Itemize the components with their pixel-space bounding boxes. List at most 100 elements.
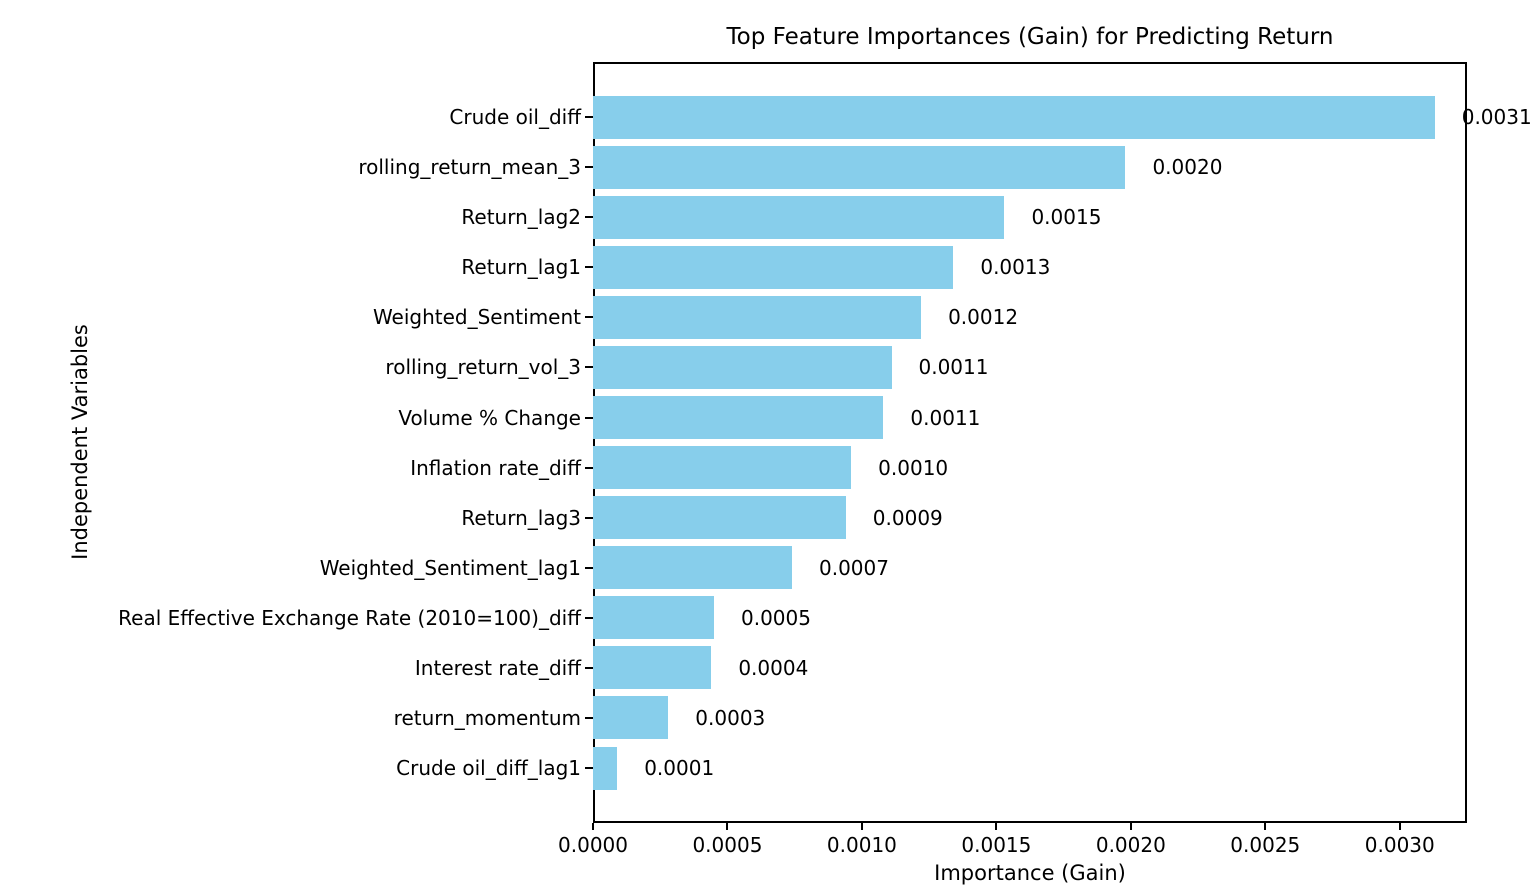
bar-row: 0.0013 [593, 242, 1467, 292]
bar [593, 596, 714, 640]
bar-value-label: 0.0007 [819, 555, 889, 580]
x-tick: 0.0030 [1365, 823, 1435, 855]
y-tick-mark [585, 316, 593, 319]
y-tick-mark [585, 716, 593, 719]
y-tick-row: Volume % Change [0, 392, 593, 442]
y-tick-row: Crude oil_diff [0, 92, 593, 142]
x-tick-area: 0.0000 0.0005 0.0010 0.0015 0.0020 0.0025 0.00… [0, 823, 1539, 863]
x-tick-label: 0.0030 [1364, 833, 1435, 857]
bar [593, 396, 884, 439]
bar-value-label: 0.0012 [948, 305, 1019, 330]
bar-row: 0.0005 [593, 593, 1467, 643]
bar-row: 0.0020 [593, 142, 1467, 192]
y-tick-row: Return_lag2 [0, 192, 593, 242]
x-tick: 0.0020 [1096, 823, 1166, 855]
x-tick-mark [1264, 823, 1267, 830]
y-tick-label: Inflation rate_diff [410, 455, 581, 480]
y-tick-label: Weighted_Sentiment_lag1 [319, 555, 581, 580]
y-tick-mark [585, 116, 593, 119]
y-tick-label: Crude oil_diff [449, 105, 581, 130]
y-tick-label: Crude oil_diff_lag1 [396, 756, 581, 781]
y-tick-mark [585, 216, 593, 219]
y-tick-label: rolling_return_vol_3 [385, 355, 581, 380]
y-tick-label: Return_lag3 [461, 505, 581, 530]
y-tick-row: rolling_return_vol_3 [0, 342, 593, 392]
y-tick-row: Return_lag1 [0, 242, 593, 292]
bar [593, 546, 792, 590]
bar-row: 0.0010 [593, 443, 1467, 493]
y-tick-row: rolling_return_mean_3 [0, 142, 593, 192]
y-tick-row: Real Effective Exchange Rate (2010=100)_… [0, 593, 593, 643]
y-tick-mark [585, 616, 593, 619]
y-tick-label: Return_lag1 [461, 255, 581, 280]
bar [593, 446, 852, 490]
y-tick-label: Return_lag2 [461, 205, 581, 230]
y-tick-label: Weighted_Sentiment [372, 305, 581, 330]
bar-value-label: 0.0013 [980, 255, 1051, 280]
x-tick: 0.0005 [692, 823, 762, 855]
bar [593, 245, 954, 289]
y-tick-row: Weighted_Sentiment_lag1 [0, 543, 593, 593]
bar-row: 0.0011 [593, 342, 1467, 392]
y-tick-mark [585, 366, 593, 369]
y-tick-mark [585, 666, 593, 669]
x-tick-label: 0.0020 [1095, 833, 1166, 857]
x-tick: 0.0010 [827, 823, 897, 855]
y-tick-label: return_momentum [393, 705, 581, 730]
bar-value-label: 0.0010 [878, 455, 949, 480]
y-tick-row: Crude oil_diff_lag1 [0, 743, 593, 793]
x-tick-mark [1398, 823, 1401, 830]
y-tick-label: Interest rate_diff [414, 655, 581, 680]
x-tick-mark [726, 823, 729, 830]
bar-value-label: 0.0001 [644, 756, 715, 781]
y-tick-row: Return_lag3 [0, 493, 593, 543]
bar [593, 145, 1126, 189]
bar-row: 0.0012 [593, 292, 1467, 342]
y-tick-row: Interest rate_diff [0, 643, 593, 693]
y-tick-row: return_momentum [0, 693, 593, 743]
bar-value-label: 0.0011 [918, 355, 989, 380]
bar [593, 696, 669, 740]
bar [593, 345, 892, 389]
y-tick-area: Crude oil_diff rolling_return_mean_3 Retur… [0, 62, 593, 823]
bar [593, 496, 846, 540]
x-tick: 0.0000 [558, 823, 628, 855]
bars-area: 0.0031 0.0020 0.0015 0.0013 0.0012 0.0011 0.00… [593, 62, 1532, 823]
y-tick-label: rolling_return_mean_3 [358, 155, 581, 180]
bar-row: 0.0004 [593, 643, 1467, 693]
x-axis-label: Importance (Gain) [934, 861, 1126, 885]
bar-value-label: 0.0009 [872, 505, 943, 530]
bar-row: 0.0007 [593, 543, 1467, 593]
bar-row: 0.0001 [593, 743, 1467, 793]
y-tick-mark [585, 166, 593, 169]
y-tick-mark [585, 266, 593, 269]
x-tick-label: 0.0010 [826, 833, 897, 857]
y-tick-mark [585, 566, 593, 569]
bar-value-label: 0.0011 [910, 405, 981, 430]
x-tick-label: 0.0025 [1230, 833, 1301, 857]
x-tick: 0.0015 [961, 823, 1031, 855]
chart-title: Top Feature Importances (Gain) for Predi… [726, 24, 1334, 50]
y-tick-mark [585, 516, 593, 519]
x-tick-label: 0.0005 [692, 833, 763, 857]
bar [593, 646, 712, 690]
bar-value-label: 0.0003 [695, 705, 766, 730]
y-tick-mark [585, 466, 593, 469]
y-tick-mark [585, 416, 593, 419]
bar [593, 95, 1435, 139]
bar-value-label: 0.0005 [741, 605, 811, 630]
bar-row: 0.0009 [593, 493, 1467, 543]
bar-value-label: 0.0020 [1152, 155, 1223, 180]
bar-value-label: 0.0031 [1461, 105, 1532, 130]
y-tick-row: Inflation rate_diff [0, 443, 593, 493]
bar [593, 746, 618, 790]
x-tick-label: 0.0000 [558, 833, 628, 857]
x-tick: 0.0025 [1230, 823, 1300, 855]
bar [593, 295, 922, 339]
x-tick-mark [995, 823, 998, 830]
bar [593, 195, 1005, 239]
y-tick-label: Real Effective Exchange Rate (2010=100)_… [118, 605, 581, 630]
bar-row: 0.0031 [593, 92, 1532, 142]
y-tick-mark [585, 767, 593, 770]
